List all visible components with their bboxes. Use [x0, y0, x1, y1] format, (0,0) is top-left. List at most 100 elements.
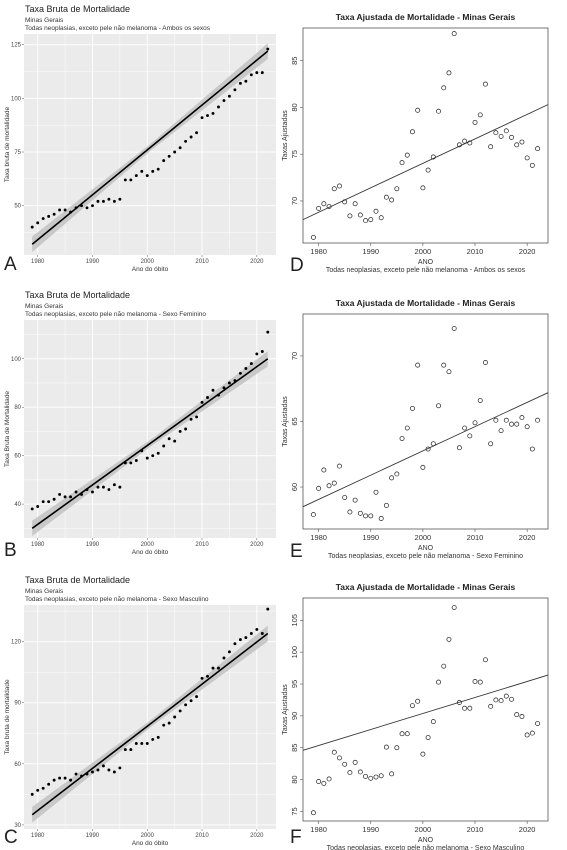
data-point [266, 47, 270, 51]
data-point [331, 749, 337, 755]
chart-e: 1980 1990 2000 2010 2020 60 65 70 Taxa Ajustada … [282, 298, 549, 562]
data-point [446, 636, 452, 642]
data-point [342, 495, 348, 500]
data-point [493, 130, 499, 136]
data-point [482, 81, 488, 87]
data-point [310, 512, 316, 518]
data-point [420, 185, 426, 191]
x-axis-label: ANO [418, 545, 434, 552]
chart-subtitle-2: Todas neoplasias, exceto pele não melano… [25, 596, 209, 603]
data-point [467, 705, 473, 711]
data-point [140, 449, 144, 453]
data-point [156, 735, 160, 739]
data-point [472, 420, 478, 426]
data-point [206, 674, 209, 678]
data-point [357, 212, 363, 218]
y-tick-label: 75 [290, 807, 299, 815]
panel-letter-d: D [290, 255, 304, 276]
data-point [156, 451, 160, 455]
data-point [488, 441, 494, 447]
x-axis-sublabel: Todas neoplasias, exceto pele não melano… [326, 267, 526, 274]
data-point [145, 456, 149, 460]
y-axis-label: Taxa bruta de mortalidade [4, 107, 11, 183]
x-tick-label: 2020 [250, 542, 264, 548]
data-point [514, 421, 520, 427]
data-point [266, 607, 270, 611]
panel-letter-b: B [4, 540, 17, 561]
data-point [503, 128, 509, 134]
data-point [352, 201, 358, 207]
x-tick-label: 2020 [250, 259, 264, 265]
data-point [151, 737, 155, 741]
x-tick-label: 1990 [362, 533, 379, 542]
data-point [436, 679, 441, 685]
data-point [482, 657, 488, 663]
data-point [189, 699, 193, 703]
data-point [173, 150, 177, 154]
data-point [184, 139, 188, 143]
data-point [383, 194, 389, 200]
data-point [184, 703, 188, 707]
data-point [69, 495, 73, 499]
panel-letter-f: F [290, 827, 302, 848]
data-point [145, 742, 149, 745]
data-point [363, 513, 369, 519]
data-point [227, 650, 231, 654]
chart-b: 1980 1990 2000 2010 2020 40 60 80 100 Taxa Bruta … [4, 290, 276, 561]
data-point [456, 142, 462, 148]
data-point [123, 178, 127, 182]
regression-line [302, 674, 549, 751]
x-tick-label: 1980 [31, 259, 45, 265]
data-point [410, 129, 415, 135]
data-point [233, 379, 237, 383]
data-point [260, 71, 264, 75]
data-point [352, 497, 358, 503]
plot-box [302, 313, 549, 530]
data-point [178, 709, 182, 713]
data-point [482, 360, 488, 365]
data-point [394, 745, 400, 751]
data-point [420, 751, 426, 757]
data-point [47, 500, 51, 504]
data-point [337, 755, 342, 761]
data-point [195, 131, 199, 135]
data-point [430, 441, 436, 447]
data-point [425, 167, 431, 173]
x-tick-label: 1980 [310, 533, 327, 542]
data-point [112, 483, 116, 487]
data-point [101, 199, 105, 203]
data-point [74, 772, 78, 776]
chart-subtitle-1: Minas Gerais [25, 17, 64, 24]
data-point [74, 490, 78, 494]
y-tick-label: 100 [11, 96, 22, 102]
data-point [321, 780, 327, 786]
data-point [227, 94, 231, 98]
data-point [342, 761, 348, 767]
data-point [462, 425, 468, 431]
data-point [373, 489, 379, 495]
x-tick-label: 2000 [141, 542, 155, 548]
data-point [41, 217, 45, 220]
y-tick-label: 105 [290, 614, 299, 627]
data-point [162, 723, 166, 727]
data-point [151, 454, 155, 458]
data-point [129, 461, 133, 465]
data-point [529, 446, 535, 452]
x-axis-label: Ano do óbito [132, 840, 169, 847]
data-point [389, 771, 395, 777]
data-point [244, 636, 248, 640]
data-point [63, 495, 67, 499]
data-point [260, 632, 264, 635]
data-point [316, 779, 322, 784]
x-axis-label: ANO [418, 259, 434, 266]
data-point [118, 766, 122, 770]
y-tick-label: 75 [290, 150, 299, 158]
data-point [529, 162, 535, 168]
data-point [389, 197, 395, 203]
y-tick-label: 50 [14, 204, 21, 210]
data-point [222, 99, 226, 102]
data-point [156, 167, 160, 171]
data-point [524, 424, 530, 430]
data-point [200, 676, 204, 680]
